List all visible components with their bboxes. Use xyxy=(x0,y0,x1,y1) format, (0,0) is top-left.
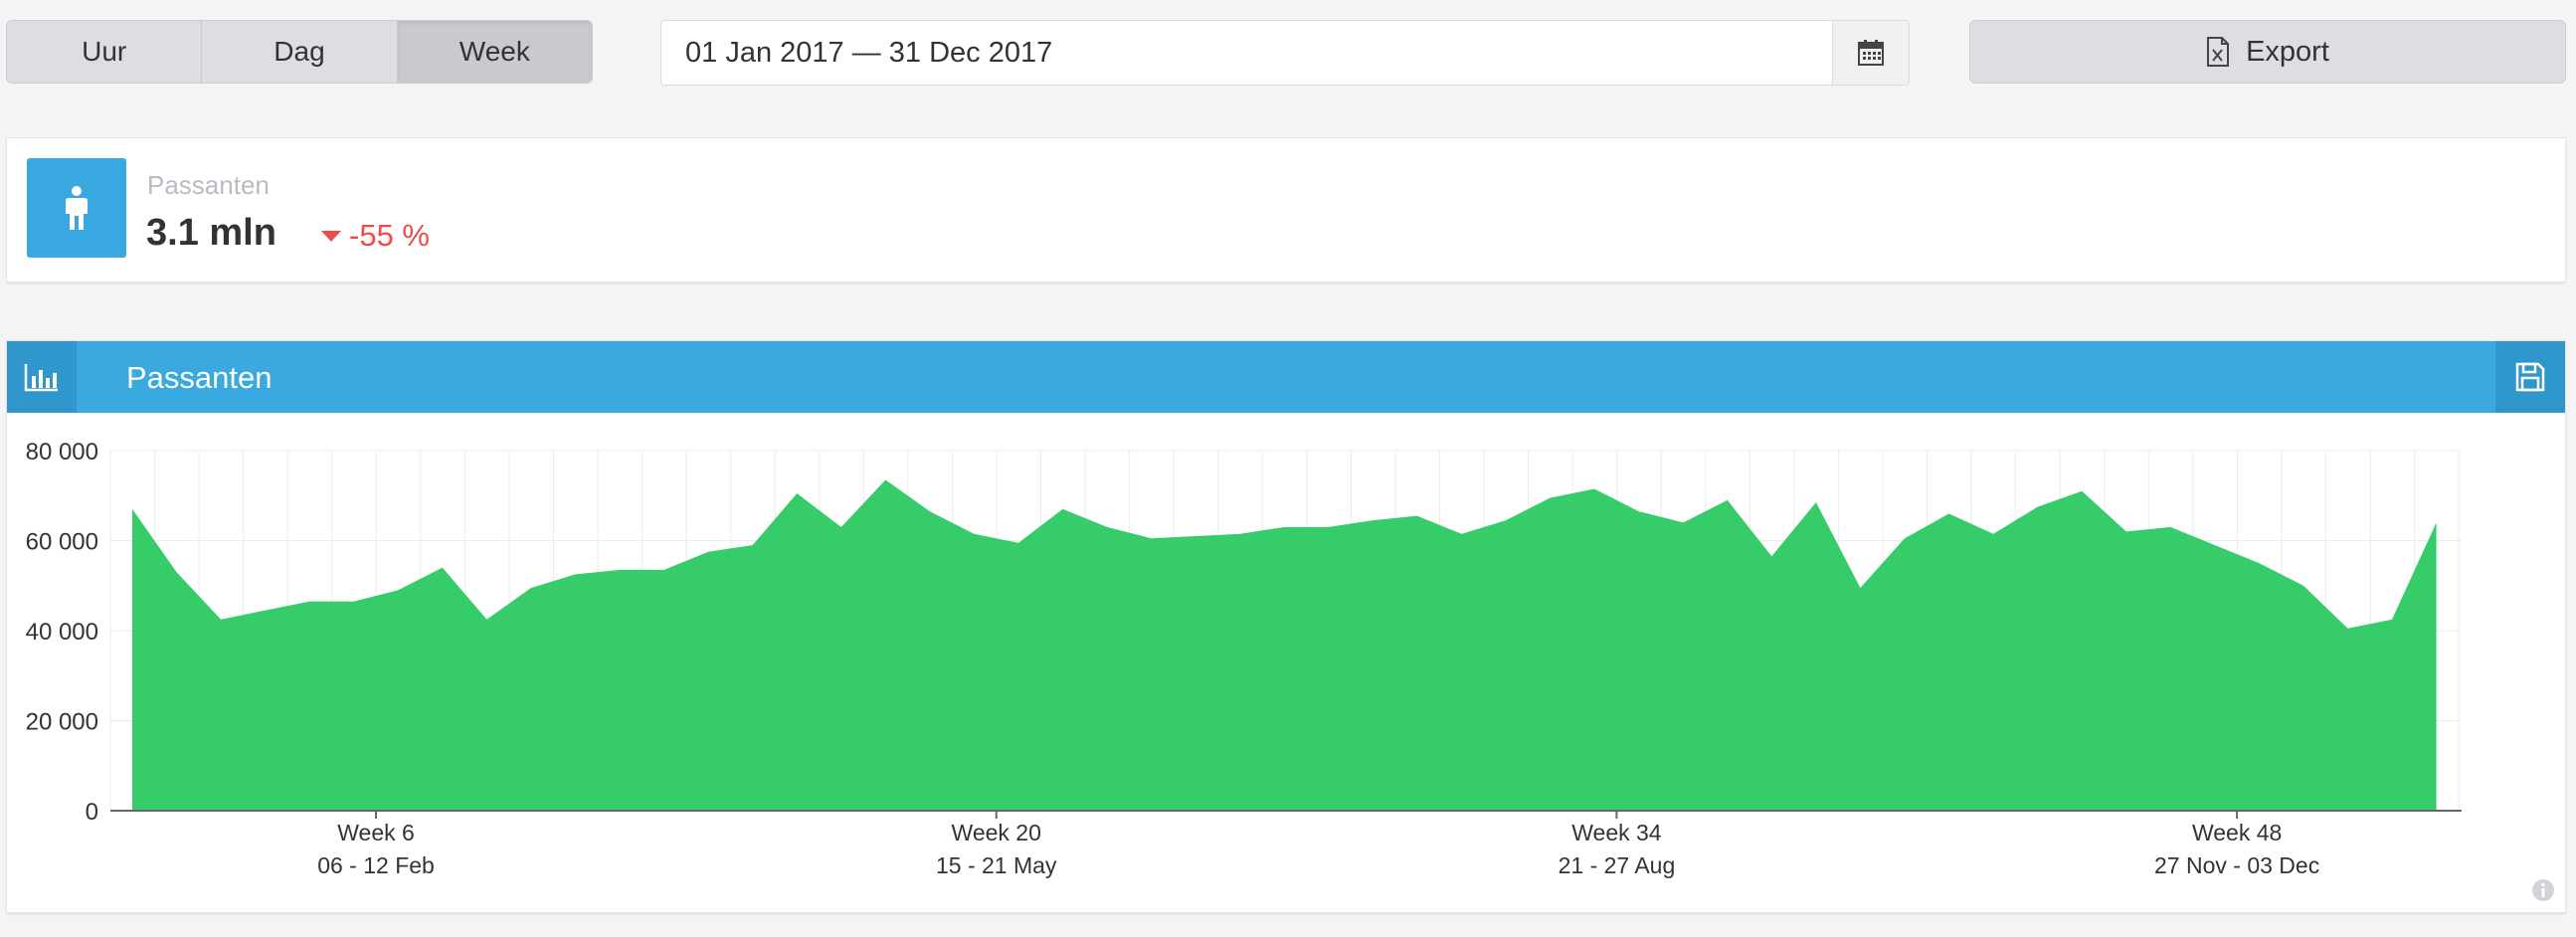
chart-panel: Passanten 0 20 000 40 000 60 000 80 000 Week … xyxy=(6,340,2566,913)
x-tick-range: 06 - 12 Feb xyxy=(317,852,435,878)
calendar-button[interactable] xyxy=(1832,21,1909,85)
info-icon[interactable] xyxy=(2531,878,2555,902)
kpi-icon-box xyxy=(27,158,126,258)
y-tick-label: 60 000 xyxy=(26,529,98,556)
x-tick-range: 21 - 27 Aug xyxy=(1559,852,1676,878)
tab-dag[interactable]: Dag xyxy=(202,21,398,83)
chart-type-button[interactable] xyxy=(7,341,77,413)
area-chart: 0 20 000 40 000 60 000 80 000 Week 6 06 - 12 F… xyxy=(26,439,2462,878)
chart-axes: 0 20 000 40 000 60 000 80 000 Week 6 06 - 12 F… xyxy=(26,439,2462,878)
person-icon xyxy=(66,186,88,230)
x-tick-range: 15 - 21 May xyxy=(936,852,1057,878)
kpi-change: -55 % xyxy=(321,218,430,254)
kpi-label: Passanten xyxy=(147,170,270,200)
x-tick-range: 27 Nov - 03 Dec xyxy=(2154,852,2319,878)
save-icon xyxy=(2515,362,2545,392)
y-tick-label: 80 000 xyxy=(26,439,98,466)
tab-week[interactable]: Week xyxy=(397,21,592,83)
area-series xyxy=(132,479,2437,811)
save-button[interactable] xyxy=(2495,341,2565,413)
y-tick-label: 40 000 xyxy=(26,619,98,646)
down-triangle-icon xyxy=(321,230,341,242)
excel-file-icon xyxy=(2207,37,2230,67)
chart-series xyxy=(131,479,2437,811)
bar-chart-icon xyxy=(24,364,58,392)
kpi-change-value: -55 % xyxy=(349,218,430,253)
date-range-input[interactable] xyxy=(661,21,1832,85)
kpi-value: 3.1 mln xyxy=(146,212,276,254)
x-tick-label: Week 48 xyxy=(2192,820,2282,845)
date-range-picker xyxy=(660,20,1910,86)
y-tick-label: 0 xyxy=(86,799,98,826)
range-tab-group: Uur Dag Week xyxy=(6,20,593,84)
export-button[interactable]: Export xyxy=(1969,20,2566,84)
export-label: Export xyxy=(2246,35,2329,68)
tab-uur[interactable]: Uur xyxy=(7,21,203,83)
x-tick-label: Week 20 xyxy=(952,820,1041,845)
panel-header: Passanten xyxy=(7,341,2565,413)
kpi-card: Passanten 3.1 mln -55 % xyxy=(6,137,2566,282)
panel-title: Passanten xyxy=(126,360,273,395)
calendar-icon xyxy=(1858,40,1884,66)
y-tick-label: 20 000 xyxy=(26,709,98,736)
x-tick-label: Week 6 xyxy=(337,820,415,845)
x-tick-label: Week 34 xyxy=(1571,820,1662,845)
